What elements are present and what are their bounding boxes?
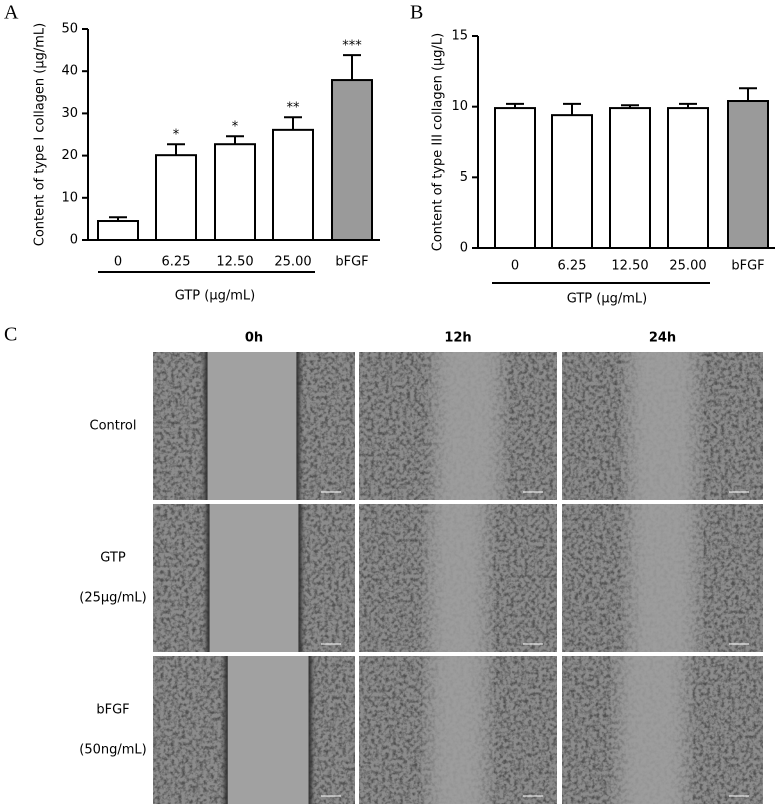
wound-gap xyxy=(209,504,299,652)
y-tick-label: 10 xyxy=(451,99,468,114)
wound-gap xyxy=(618,656,687,804)
y-tick-label: 15 xyxy=(451,29,468,44)
x-tick-label: 0 xyxy=(114,255,122,270)
bar xyxy=(667,107,709,249)
significance: * xyxy=(173,128,180,143)
x-tick-label: bFGF xyxy=(335,255,368,270)
micrograph xyxy=(562,656,763,804)
column-header: 12h xyxy=(444,331,471,346)
bar xyxy=(97,220,139,241)
y-tick-label: 20 xyxy=(61,148,78,163)
bar xyxy=(551,114,593,249)
micrograph xyxy=(359,656,557,804)
panel-label: A xyxy=(4,2,19,24)
micrograph xyxy=(153,352,355,500)
x-tick-label: 25.00 xyxy=(274,255,311,270)
wound-gap xyxy=(227,656,309,804)
x-tick-label: 6.25 xyxy=(162,255,191,270)
bar xyxy=(272,128,314,241)
bar xyxy=(331,79,373,241)
y-tick-label: 50 xyxy=(61,22,78,37)
wound-gap xyxy=(628,352,697,500)
y-tick-label: 5 xyxy=(460,170,468,185)
significance: * xyxy=(232,120,239,135)
micrograph xyxy=(153,656,355,804)
y-axis-label: Content of type I collagen (μg/mL) xyxy=(33,23,48,247)
column-header: 0h xyxy=(245,331,263,346)
x-tick-label: 12.50 xyxy=(216,255,253,270)
y-tick-label: 30 xyxy=(61,106,78,121)
x-tick-label: 0 xyxy=(511,259,519,274)
row-label: (25μg/mL) xyxy=(79,591,147,606)
panel-label: C xyxy=(4,324,17,346)
row-label: (50ng/mL) xyxy=(79,743,146,758)
y-tick-label: 10 xyxy=(61,190,78,205)
micrograph-grid xyxy=(153,352,763,804)
x-tick-label: 6.25 xyxy=(558,259,587,274)
column-header: 24h xyxy=(649,331,676,346)
micrograph xyxy=(562,352,763,500)
wound-gap xyxy=(428,504,488,652)
x-axis-label: GTP (μg/mL) xyxy=(175,289,255,304)
y-axis-label: Content of type III collagen (μg/L) xyxy=(431,33,446,252)
wound-gap xyxy=(207,352,297,500)
wound-gap xyxy=(628,504,697,652)
bar xyxy=(609,107,651,249)
y-tick-label: 0 xyxy=(460,241,468,256)
wound-gap xyxy=(434,352,502,500)
micrograph xyxy=(562,504,763,652)
significance: *** xyxy=(342,39,362,54)
wound-gap xyxy=(428,656,488,804)
significance: ** xyxy=(287,101,301,116)
micrograph xyxy=(359,352,557,500)
bar xyxy=(494,107,536,249)
bar xyxy=(155,154,197,241)
x-tick-label: bFGF xyxy=(731,259,764,274)
bar xyxy=(727,100,769,249)
y-tick-label: 0 xyxy=(70,233,78,248)
y-tick-label: 40 xyxy=(61,64,78,79)
micrograph xyxy=(359,504,557,652)
x-axis-label: GTP (μg/mL) xyxy=(567,292,647,307)
panel-label: B xyxy=(410,2,423,24)
row-label: GTP xyxy=(100,551,126,566)
row-label: Control xyxy=(90,419,137,434)
x-tick-label: 12.50 xyxy=(611,259,648,274)
bar xyxy=(214,143,256,241)
row-label: bFGF xyxy=(96,703,129,718)
micrograph xyxy=(153,504,355,652)
x-tick-label: 25.00 xyxy=(669,259,706,274)
